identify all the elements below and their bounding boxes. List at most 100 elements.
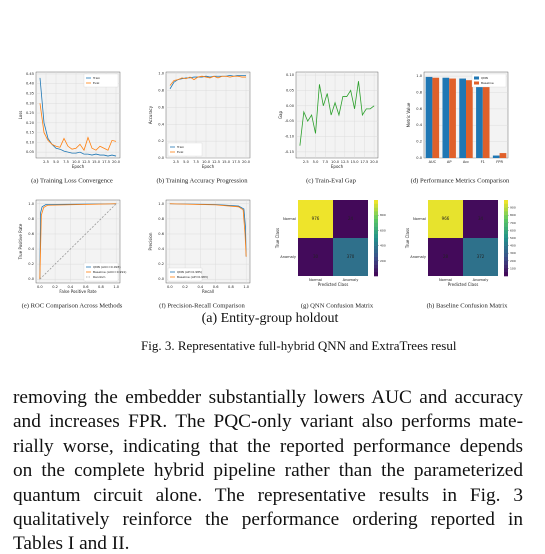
colorbar-step (504, 264, 508, 269)
x-tick-label: 5.0 (53, 160, 59, 164)
series-line (39, 203, 117, 280)
colorbar-step (374, 207, 378, 212)
x-tick-label: 20.0 (370, 160, 379, 164)
y-tick-label: 0.20 (26, 121, 35, 125)
x-axis-label: Epoch (202, 164, 215, 169)
colorbar-step (504, 200, 508, 205)
legend-box (167, 142, 203, 157)
x-tick-label: 1.0 (113, 285, 119, 289)
y-tick-label: 0.8 (158, 217, 164, 221)
colorbar-step (504, 207, 508, 212)
y-tick-label: 0.00 (286, 104, 295, 108)
cell-label: 34 (478, 216, 484, 221)
colorbar-step (504, 211, 508, 216)
x-tick-label: 0.6 (83, 285, 89, 289)
colorbar-step (504, 203, 508, 208)
y-tick-label: 0.0 (28, 277, 34, 281)
colorbar-step (374, 234, 378, 239)
text-line: Tables I and II. (13, 533, 130, 554)
y-tick-label: 0.6 (416, 107, 422, 111)
colorbar-step (504, 238, 508, 243)
y-tick-label: 0.25 (26, 111, 34, 115)
cell-label: 372 (477, 254, 485, 259)
subplot-caption: (g) QNN Confusion Matrix (301, 303, 374, 310)
x-tick-label: 17.5 (232, 160, 240, 164)
y-tick-label: 1.0 (28, 202, 34, 206)
x-axis-label: Epoch (331, 164, 344, 169)
subplot-caption: (b) Training Accuracy Progression (156, 178, 248, 185)
x-tick-label: Normal (309, 278, 322, 282)
colorbar-label: 900 (510, 206, 516, 210)
heatmap-cell (428, 238, 463, 276)
cell-label: 370 (347, 254, 355, 259)
heatmap-cell (428, 200, 463, 238)
y-tick-label: Normal (283, 217, 296, 221)
colorbar-step (374, 222, 378, 227)
x-tick-label: 15.0 (222, 160, 231, 164)
x-tick-label: 0.4 (198, 285, 204, 289)
y-tick-label: 0.10 (286, 73, 295, 77)
colorbar-step (374, 215, 378, 220)
colorbar-step (374, 241, 378, 246)
y-tick-label: 0.10 (26, 140, 35, 144)
x-tick-label: 20.0 (242, 160, 251, 164)
colorbar-step (504, 241, 508, 246)
x-tick-label: 0.2 (182, 285, 188, 289)
colorbar-step (374, 226, 378, 231)
x-tick-label: 0.6 (213, 285, 219, 289)
y-axis-label: True Positive Rate (18, 223, 23, 260)
x-tick-label: 1.0 (243, 285, 249, 289)
x-tick-label: AP (447, 160, 452, 164)
colorbar-label: 400 (510, 244, 516, 248)
legend-swatch (474, 76, 479, 80)
y-tick-label: Anomaly (410, 255, 427, 259)
y-axis-label: Metric Value (406, 102, 411, 127)
bar (432, 77, 440, 158)
colorbar-step (374, 257, 378, 262)
x-tick-label: AUC (429, 160, 437, 164)
x-tick-label: 0.0 (37, 285, 43, 289)
colorbar-label: 600 (510, 228, 516, 232)
legend-box (471, 73, 507, 88)
colorbar-label: 700 (510, 221, 516, 225)
y-tick-label: 0.45 (26, 72, 34, 76)
y-tick-label: 0.4 (28, 247, 34, 251)
colorbar-step (374, 253, 378, 258)
heatmap-cell (463, 238, 498, 276)
y-tick-label: 0.6 (158, 232, 164, 236)
bar (492, 155, 500, 158)
colorbar-label: 400 (380, 244, 386, 248)
series-line (169, 75, 246, 86)
series-line (39, 203, 117, 280)
cell-label: 976 (312, 216, 320, 221)
y-tick-label: 0.4 (416, 123, 422, 127)
figure: 0.05 0.10 0.15 0.20 0.25 0.30 0.35 0.40 0.45 2.5 5… (18, 72, 516, 310)
series-line (39, 103, 117, 152)
colorbar-step (374, 260, 378, 265)
legend-swatch (474, 81, 479, 85)
x-axis-label: Predicted Class (318, 282, 349, 287)
y-tick-label: 0.6 (158, 105, 164, 109)
x-tick-label: 2.5 (303, 160, 309, 164)
y-tick-label: 0.2 (416, 140, 422, 144)
colorbar-step (504, 226, 508, 231)
colorbar-label: 800 (380, 213, 386, 217)
x-tick-label: Normal (439, 278, 452, 282)
y-tick-label: 0.2 (28, 262, 34, 266)
subplot-caption: (d) Performance Metrics Comparison (411, 178, 510, 185)
legend-label: Baseline (481, 81, 494, 85)
subfigure-caption: (a) Entity-group holdout (201, 311, 339, 326)
x-tick-label: Acc (463, 160, 469, 164)
colorbar-step (504, 245, 508, 250)
x-tick-label: 0.0 (167, 285, 173, 289)
bar (425, 76, 433, 158)
x-tick-label: 0.4 (68, 285, 74, 289)
x-tick-label: 10.0 (202, 160, 211, 164)
legend-label: Train (176, 145, 184, 149)
legend-label: Eval (177, 150, 184, 154)
x-tick-label: 20.0 (112, 160, 121, 164)
y-tick-label: Normal (413, 217, 426, 221)
colorbar-step (374, 245, 378, 250)
y-tick-label: 0.0 (158, 156, 164, 160)
x-tick-label: 15.0 (351, 160, 360, 164)
